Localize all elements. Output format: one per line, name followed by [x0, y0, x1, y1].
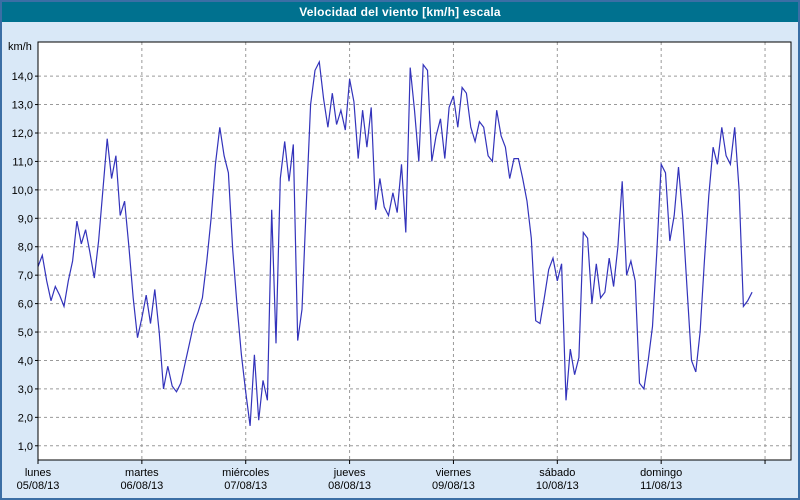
- svg-text:martes: martes: [125, 467, 159, 479]
- svg-text:09/08/13: 09/08/13: [432, 480, 475, 492]
- svg-text:14,0: 14,0: [12, 71, 33, 83]
- svg-text:12,0: 12,0: [12, 128, 33, 140]
- svg-text:10/08/13: 10/08/13: [536, 480, 579, 492]
- svg-text:9,0: 9,0: [18, 213, 33, 225]
- axis-ticks: [35, 75, 766, 464]
- svg-text:11,0: 11,0: [12, 156, 33, 168]
- y-axis-labels: 1,0 2,0 3,0 4,0 5,0 6,0 7,0 8,0 9,0 10,0 11,0 12,0 1…: [12, 71, 33, 453]
- svg-text:05/08/13: 05/08/13: [17, 480, 60, 492]
- svg-text:lunes: lunes: [25, 467, 52, 479]
- svg-text:08/08/13: 08/08/13: [328, 480, 371, 492]
- svg-text:1,0: 1,0: [18, 441, 33, 453]
- svg-text:7,0: 7,0: [18, 270, 33, 282]
- svg-text:07/08/13: 07/08/13: [224, 480, 267, 492]
- svg-text:4,0: 4,0: [18, 355, 33, 367]
- svg-text:06/08/13: 06/08/13: [120, 480, 163, 492]
- svg-text:viernes: viernes: [436, 467, 472, 479]
- chart-title: Velocidad del viento [km/h] escala: [299, 5, 501, 19]
- svg-text:6,0: 6,0: [18, 299, 33, 311]
- svg-text:2,0: 2,0: [18, 412, 33, 424]
- svg-text:13,0: 13,0: [12, 100, 33, 112]
- y-axis-unit-label: km/h: [8, 41, 32, 53]
- wind-speed-line: [37, 59, 753, 426]
- wind-speed-chart: 1,0 2,0 3,0 4,0 5,0 6,0 7,0 8,0 9,0 10,0 11,0 12,0 1…: [8, 41, 792, 492]
- svg-text:sábado: sábado: [539, 467, 575, 479]
- svg-text:miércoles: miércoles: [222, 467, 270, 479]
- svg-text:10,0: 10,0: [12, 185, 33, 197]
- svg-text:3,0: 3,0: [18, 384, 33, 396]
- svg-text:11/08/13: 11/08/13: [640, 480, 682, 492]
- svg-text:jueves: jueves: [333, 467, 366, 479]
- plot-border: [37, 41, 792, 461]
- chart-title-bar: Velocidad del viento [km/h] escala: [2, 2, 798, 22]
- svg-text:5,0: 5,0: [18, 327, 33, 339]
- svg-text:domingo: domingo: [640, 467, 682, 479]
- svg-text:8,0: 8,0: [18, 242, 33, 254]
